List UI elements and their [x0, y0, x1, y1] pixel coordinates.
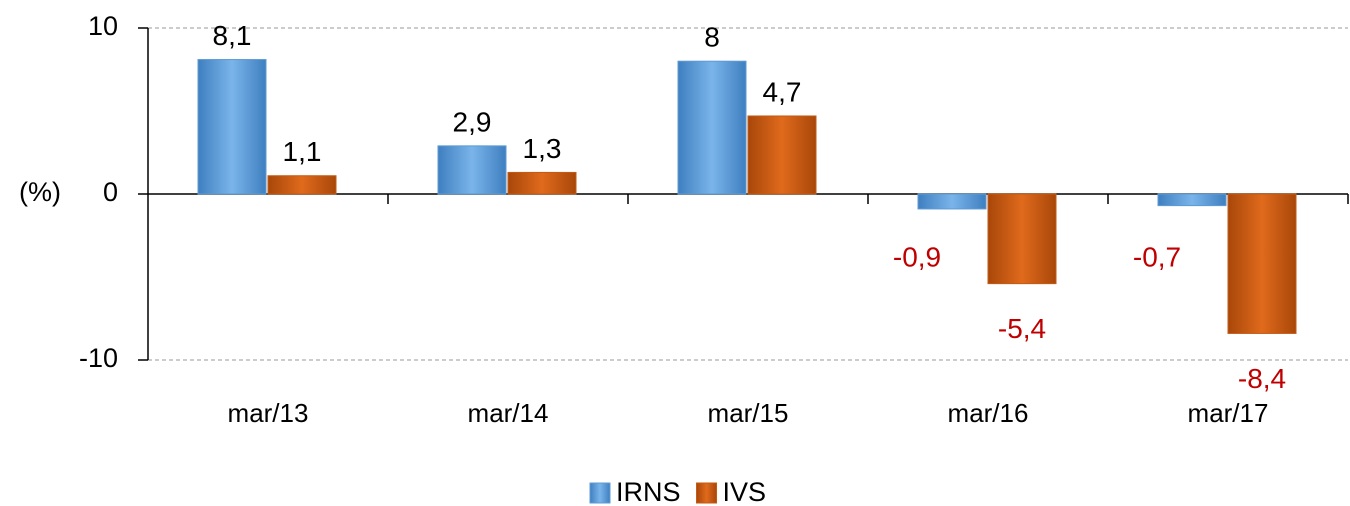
value-label: -5,4 — [998, 313, 1046, 344]
bar — [437, 145, 507, 195]
bar — [987, 193, 1057, 285]
y-axis-label: (%) — [19, 177, 61, 207]
value-label: 1,3 — [523, 133, 562, 164]
bar — [747, 115, 817, 195]
x-tick-label: mar/16 — [948, 398, 1029, 428]
value-label: 4,7 — [763, 76, 802, 107]
value-label: 8 — [704, 22, 720, 53]
legend-label: IVS — [723, 477, 767, 506]
y-tick-label: 0 — [103, 177, 118, 207]
x-tick-label: mar/14 — [468, 398, 549, 428]
value-label: 2,9 — [453, 106, 492, 137]
value-label: -0,7 — [1133, 241, 1181, 272]
x-tick-label: mar/15 — [708, 398, 789, 428]
bar — [677, 60, 747, 195]
bar — [1227, 193, 1297, 334]
bar — [1157, 193, 1227, 207]
legend-swatch — [696, 482, 718, 504]
legend-swatch — [589, 482, 611, 504]
value-label: 1,1 — [283, 136, 322, 167]
bar — [267, 175, 337, 195]
legend-label: IRNS — [616, 477, 681, 506]
value-label: -0,9 — [893, 241, 941, 272]
bar — [507, 171, 577, 195]
y-tick-label: -10 — [79, 343, 118, 373]
x-tick-label: mar/17 — [1188, 398, 1269, 428]
bar — [197, 59, 267, 195]
bar — [917, 193, 987, 210]
y-tick-label: 10 — [88, 11, 118, 41]
value-label: -8,4 — [1238, 363, 1286, 394]
x-tick-label: mar/13 — [228, 398, 309, 428]
value-label: 8,1 — [213, 20, 252, 51]
